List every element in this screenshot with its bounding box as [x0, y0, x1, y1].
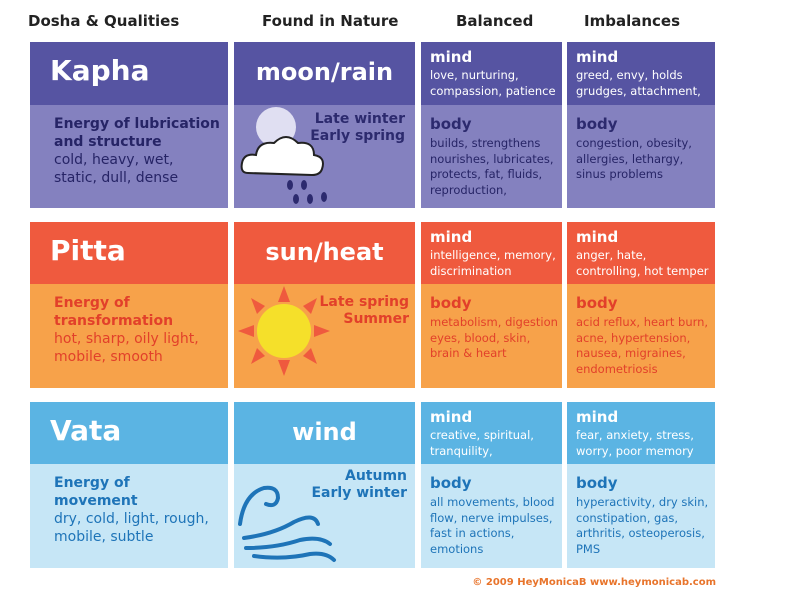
pitta-imb-body-heading: body [576, 294, 618, 312]
vata-imb-body-heading: body [576, 474, 618, 492]
header-balanced: Balanced [456, 12, 534, 30]
vata-balanced-mind-heading: mind [430, 408, 473, 426]
pitta-balanced-mind-heading: mind [430, 228, 473, 246]
vata-balanced-mind: creative, spiritual, tranquility, [430, 428, 534, 458]
pitta-qualities-cell: Energy of transformation hot, sharp, oil… [30, 284, 228, 388]
copyright-footer: © 2009 HeyMonicaB www.heymonicab.com [472, 577, 716, 588]
pitta-nature-cell: sun/heat [234, 222, 415, 284]
pitta-balanced-mind: intelligence, memory, discrimination [430, 248, 556, 278]
kapha-energy: Energy of lubrication and structure [54, 116, 220, 150]
pitta-nature-img-cell: Late spring Summer [234, 284, 415, 388]
vata-qualities-cell: Energy of movement dry, cold, light, rou… [30, 464, 228, 568]
header-dosha: Dosha & Qualities [28, 12, 180, 30]
pitta-imbalances-cell: mind anger, hate, controlling, hot tempe… [567, 222, 715, 388]
kapha-nature-cell: moon/rain [234, 42, 415, 105]
pitta-imb-body: acid reflux, heart burn, acne, hypertens… [576, 315, 709, 376]
kapha-qualities: cold, heavy, wet, static, dull, dense [54, 152, 179, 186]
pitta-season: Late spring Summer [319, 294, 409, 327]
vata-nature-img-cell: Autumn Early winter [234, 464, 415, 568]
vata-balanced-body-heading: body [430, 474, 472, 492]
kapha-imb-body: congestion, obesity, allergies, lethargy… [576, 136, 692, 181]
vata-imbalances-cell: mind fear, anxiety, stress, worry, poor … [567, 402, 715, 568]
header-imbalances: Imbalances [584, 12, 681, 30]
kapha-balanced-body: builds, strengthens nourishes, lubricate… [430, 136, 554, 197]
vata-imb-body: hyperactivity, dry skin, constipation, g… [576, 495, 709, 556]
kapha-balanced-mind-heading: mind [430, 48, 473, 66]
wind-icon [238, 485, 336, 562]
pitta-name-cell: Pitta [30, 222, 228, 284]
kapha-imb-mind-heading: mind [576, 48, 619, 66]
pitta-balanced-cell: mind intelligence, memory, discriminatio… [421, 222, 562, 388]
sun-icon [238, 286, 330, 376]
kapha-balanced-cell: mind love, nurturing, compassion, patien… [421, 42, 562, 208]
pitta-balanced-body: metabolism, digestion eyes, blood, skin,… [430, 315, 558, 360]
vata-nature-title: wind [292, 418, 357, 446]
kapha-qualities-cell: Energy of lubrication and structure cold… [30, 105, 228, 208]
vata-nature-cell: wind [234, 402, 415, 464]
kapha-balanced-body-heading: body [430, 115, 472, 133]
vata-name-cell: Vata [30, 402, 228, 464]
vata-qualities: dry, cold, light, rough, mobile, subtle [54, 511, 209, 545]
kapha-nature-title: moon/rain [255, 58, 394, 86]
header-nature: Found in Nature [262, 12, 399, 30]
vata-name: Vata [50, 414, 122, 447]
kapha-name: Kapha [50, 54, 150, 87]
kapha-imb-mind: greed, envy, holds grudges, attachment, [576, 68, 701, 98]
kapha-name-cell: Kapha [30, 42, 228, 105]
kapha-season: Late winter Early spring [310, 111, 405, 144]
pitta-energy: Energy of transformation [54, 295, 174, 329]
pitta-balanced-body-heading: body [430, 294, 472, 312]
pitta-imb-mind: anger, hate, controlling, hot temper [576, 248, 709, 278]
kapha-balanced-mind: love, nurturing, compassion, patience [430, 68, 556, 98]
kapha-nature-img-cell: Late winter Early spring [234, 105, 415, 208]
vata-balanced-cell: mind creative, spiritual, tranquility, b… [421, 402, 562, 568]
pitta-name: Pitta [50, 234, 126, 267]
vata-imb-mind: fear, anxiety, stress, worry, poor memor… [576, 428, 694, 458]
kapha-imbalances-cell: mind greed, envy, holds grudges, attachm… [567, 42, 715, 208]
moon-rain-icon [240, 107, 327, 204]
vata-season: Autumn Early winter [311, 468, 407, 501]
vata-energy: Energy of movement [54, 475, 138, 509]
pitta-qualities: hot, sharp, oily light, mobile, smooth [54, 331, 199, 365]
pitta-nature-title: sun/heat [265, 238, 384, 266]
kapha-imb-body-heading: body [576, 115, 618, 133]
vata-balanced-body: all movements, blood flow, nerve impulse… [430, 495, 555, 556]
pitta-imb-mind-heading: mind [576, 228, 619, 246]
vata-imb-mind-heading: mind [576, 408, 619, 426]
